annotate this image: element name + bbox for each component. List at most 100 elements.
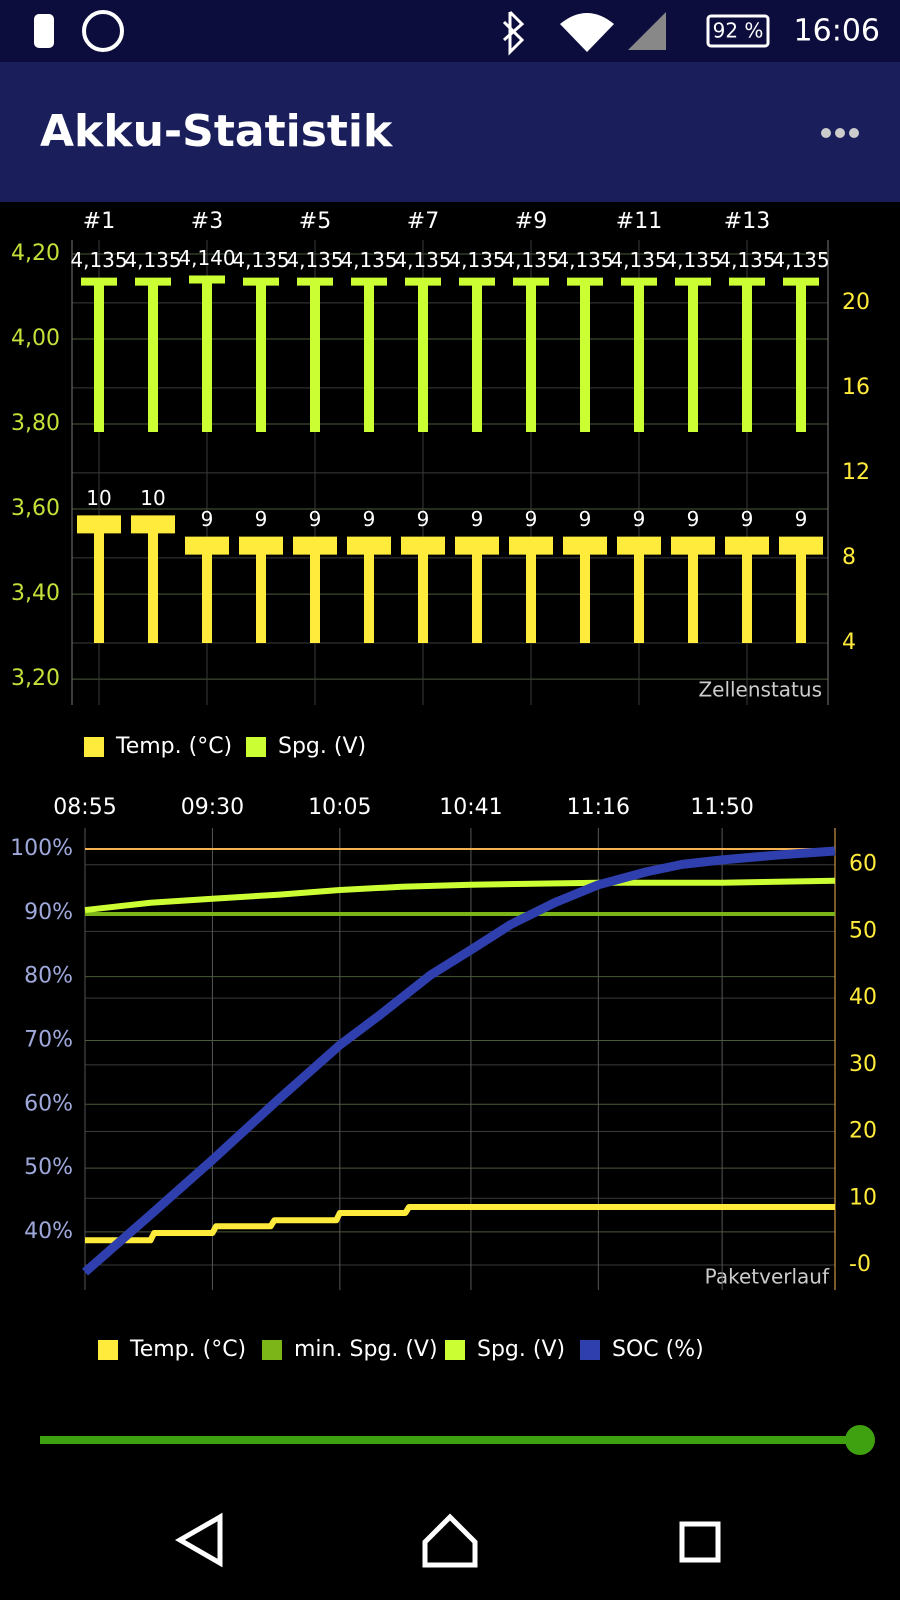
x-tick-label: #7 bbox=[407, 209, 439, 234]
notification-icon bbox=[34, 14, 54, 48]
bar bbox=[401, 536, 445, 643]
chart-label: Paketverlauf bbox=[705, 1265, 830, 1289]
x-tick-label: #13 bbox=[724, 209, 770, 234]
series-line bbox=[84, 877, 836, 914]
time-slider[interactable] bbox=[40, 1425, 875, 1455]
value-label: 9 bbox=[417, 507, 430, 531]
status-bar bbox=[0, 0, 900, 62]
legend-label: Spg. (V) bbox=[278, 734, 366, 759]
legend-swatch bbox=[580, 1340, 600, 1360]
y-tick-label: 70% bbox=[24, 1027, 73, 1052]
y2-tick-label: 20 bbox=[842, 290, 870, 315]
menu-dot[interactable] bbox=[849, 128, 859, 138]
y2-tick-label: -0 bbox=[849, 1252, 871, 1277]
slider-thumb[interactable] bbox=[845, 1425, 875, 1455]
value-label: 9 bbox=[633, 507, 646, 531]
value-label: 9 bbox=[201, 507, 214, 531]
value-label: 9 bbox=[795, 507, 808, 531]
bar bbox=[617, 536, 661, 643]
bar bbox=[293, 536, 337, 643]
x-tick-label: 10:41 bbox=[439, 795, 502, 820]
y2-tick-label: 20 bbox=[849, 1119, 877, 1144]
x-tick-label: 08:55 bbox=[53, 795, 116, 820]
back-button[interactable] bbox=[174, 1512, 223, 1568]
y-tick-label: 3,80 bbox=[11, 411, 60, 436]
legend-label: Spg. (V) bbox=[477, 1337, 565, 1362]
value-label: 4,135 bbox=[340, 248, 397, 272]
value-label: 4,135 bbox=[448, 248, 505, 272]
y-tick-label: 3,40 bbox=[11, 581, 60, 606]
wifi-icon bbox=[560, 13, 614, 52]
legend-swatch bbox=[246, 737, 266, 757]
value-label: 9 bbox=[363, 507, 376, 531]
x-tick-label: 10:05 bbox=[308, 795, 371, 820]
y2-tick-label: 4 bbox=[842, 630, 856, 655]
legend-label: Temp. (°C) bbox=[129, 1337, 246, 1362]
home-button[interactable] bbox=[422, 1513, 478, 1568]
app-title: Akku-Statistik bbox=[40, 106, 394, 157]
value-label: 4,135 bbox=[70, 248, 127, 272]
value-label: 10 bbox=[140, 486, 165, 510]
y2-tick-label: 40 bbox=[849, 985, 877, 1010]
value-label: 9 bbox=[255, 507, 268, 531]
y-tick-label: 4,20 bbox=[11, 241, 60, 266]
y-tick-label: 50% bbox=[24, 1155, 73, 1180]
x-tick-label: #5 bbox=[299, 209, 331, 234]
legend-label: Temp. (°C) bbox=[115, 734, 232, 759]
status-icons bbox=[34, 10, 770, 56]
series-line bbox=[82, 846, 836, 1276]
bar bbox=[243, 277, 279, 432]
legend-swatch bbox=[445, 1340, 465, 1360]
y2-tick-label: 60 bbox=[849, 852, 877, 877]
bar bbox=[347, 536, 391, 643]
y2-tick-label: 16 bbox=[842, 375, 870, 400]
menu-dot[interactable] bbox=[835, 128, 845, 138]
signal-icon bbox=[628, 12, 666, 50]
value-label: 4,135 bbox=[556, 248, 613, 272]
y-tick-label: 80% bbox=[24, 964, 73, 989]
value-label: 4,135 bbox=[610, 248, 667, 272]
series-line bbox=[85, 1203, 835, 1244]
nav-bar bbox=[174, 1512, 721, 1568]
menu-dot[interactable] bbox=[821, 128, 831, 138]
overflow-menu[interactable] bbox=[821, 128, 859, 138]
battery-icon bbox=[706, 14, 770, 48]
bar bbox=[783, 277, 819, 432]
bar bbox=[675, 277, 711, 432]
y2-tick-label: 50 bbox=[849, 918, 877, 943]
value-label: 4,135 bbox=[124, 248, 181, 272]
value-label: 9 bbox=[687, 507, 700, 531]
y2-tick-label: 8 bbox=[842, 545, 856, 570]
bar bbox=[729, 277, 765, 432]
value-label: 4,135 bbox=[232, 248, 289, 272]
bar bbox=[185, 536, 229, 643]
bar bbox=[671, 536, 715, 643]
y-tick-label: 60% bbox=[24, 1091, 73, 1116]
y-tick-label: 4,00 bbox=[11, 326, 60, 351]
value-label: 4,135 bbox=[502, 248, 559, 272]
y2-tick-label: 12 bbox=[842, 460, 870, 485]
x-tick-label: #11 bbox=[616, 209, 662, 234]
bar bbox=[563, 536, 607, 643]
bar bbox=[81, 277, 117, 432]
value-label: 4,135 bbox=[664, 248, 721, 272]
y-tick-label: 100% bbox=[10, 836, 73, 861]
y-tick-label: 3,20 bbox=[11, 666, 60, 691]
y2-tick-label: 10 bbox=[849, 1185, 877, 1210]
y-tick-label: 3,60 bbox=[11, 496, 60, 521]
legend-label: min. Spg. (V) bbox=[294, 1337, 438, 1362]
value-label: 9 bbox=[741, 507, 754, 531]
y-tick-label: 90% bbox=[24, 900, 73, 925]
value-label: 4,135 bbox=[772, 248, 829, 272]
bar bbox=[405, 277, 441, 432]
value-label: 9 bbox=[579, 507, 592, 531]
x-tick-label: #9 bbox=[515, 209, 547, 234]
value-label: 9 bbox=[309, 507, 322, 531]
bar bbox=[509, 536, 553, 643]
value-label: 10 bbox=[86, 486, 111, 510]
recents-button[interactable] bbox=[679, 1521, 721, 1563]
value-label: 9 bbox=[525, 507, 538, 531]
